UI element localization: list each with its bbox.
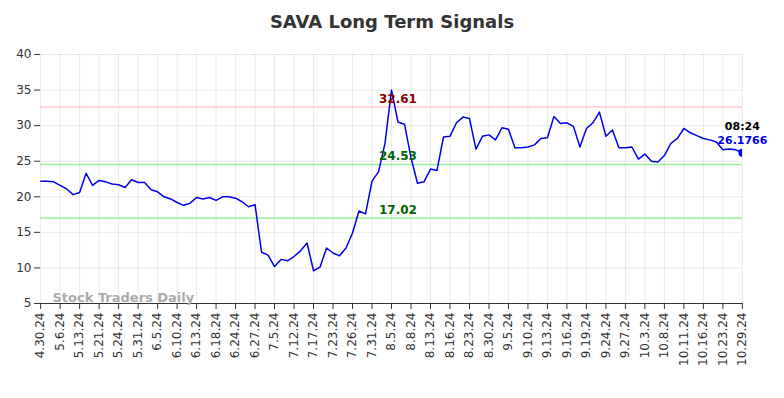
svg-text:Stock Traders Daily: Stock Traders Daily — [53, 290, 195, 305]
svg-text:10.16.24: 10.16.24 — [696, 313, 710, 366]
svg-text:7.5.24: 7.5.24 — [267, 313, 281, 351]
svg-text:6.13.24: 6.13.24 — [189, 313, 203, 359]
svg-text:9.19.24: 9.19.24 — [579, 313, 593, 359]
svg-text:9.24.24: 9.24.24 — [599, 313, 613, 359]
svg-text:15: 15 — [16, 225, 31, 239]
svg-text:9.27.24: 9.27.24 — [618, 313, 632, 359]
svg-text:7.26.24: 7.26.24 — [345, 313, 359, 359]
svg-text:30: 30 — [16, 118, 31, 132]
svg-text:6.18.24: 6.18.24 — [209, 313, 223, 359]
svg-text:5.31.24: 5.31.24 — [131, 313, 145, 359]
svg-text:6.10.24: 6.10.24 — [170, 313, 184, 359]
svg-text:10.8.24: 10.8.24 — [657, 313, 671, 359]
svg-text:17.02: 17.02 — [379, 203, 417, 217]
svg-text:6.24.24: 6.24.24 — [228, 313, 242, 359]
svg-text:5.21.24: 5.21.24 — [92, 313, 106, 359]
svg-text:25: 25 — [16, 154, 31, 168]
svg-text:7.31.24: 7.31.24 — [365, 313, 379, 359]
svg-text:5.13.24: 5.13.24 — [72, 313, 86, 359]
svg-text:10.23.24: 10.23.24 — [716, 313, 730, 366]
svg-text:9.16.24: 9.16.24 — [560, 313, 574, 359]
svg-text:7.12.24: 7.12.24 — [287, 313, 301, 359]
svg-text:5: 5 — [24, 296, 32, 310]
svg-text:5.6.24: 5.6.24 — [53, 313, 67, 351]
svg-text:32.61: 32.61 — [379, 92, 417, 106]
svg-text:35: 35 — [16, 83, 31, 97]
svg-text:6.5.24: 6.5.24 — [150, 313, 164, 351]
svg-text:08:24: 08:24 — [725, 120, 760, 133]
svg-text:5.24.24: 5.24.24 — [111, 313, 125, 359]
svg-text:10.11.24: 10.11.24 — [677, 313, 691, 366]
svg-text:9.5.24: 9.5.24 — [501, 313, 515, 351]
svg-text:40: 40 — [16, 47, 31, 61]
svg-text:10.29.24: 10.29.24 — [735, 313, 749, 366]
svg-text:8.23.24: 8.23.24 — [462, 313, 476, 359]
svg-text:7.23.24: 7.23.24 — [326, 313, 340, 359]
svg-text:8.5.24: 8.5.24 — [384, 313, 398, 351]
svg-text:9.13.24: 9.13.24 — [540, 313, 554, 359]
svg-text:24.53: 24.53 — [379, 149, 417, 163]
svg-text:8.30.24: 8.30.24 — [482, 313, 496, 359]
svg-text:4.30.24: 4.30.24 — [33, 313, 47, 359]
svg-text:8.8.24: 8.8.24 — [404, 313, 418, 351]
svg-text:20: 20 — [16, 190, 31, 204]
svg-text:8.13.24: 8.13.24 — [423, 313, 437, 359]
svg-text:26.1766: 26.1766 — [717, 134, 767, 147]
svg-text:10.3.24: 10.3.24 — [638, 313, 652, 359]
html-text:SAVA Long Term Signals: SAVA Long Term Signals — [269, 11, 515, 32]
svg-text:7.17.24: 7.17.24 — [306, 313, 320, 359]
svg-text:8.16.24: 8.16.24 — [443, 313, 457, 359]
svg-text:10: 10 — [16, 261, 31, 275]
svg-text:6.27.24: 6.27.24 — [248, 313, 262, 359]
svg-text:9.10.24: 9.10.24 — [521, 313, 535, 359]
